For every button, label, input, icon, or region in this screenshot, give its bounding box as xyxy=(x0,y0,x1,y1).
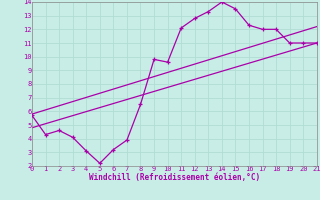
X-axis label: Windchill (Refroidissement éolien,°C): Windchill (Refroidissement éolien,°C) xyxy=(89,173,260,182)
